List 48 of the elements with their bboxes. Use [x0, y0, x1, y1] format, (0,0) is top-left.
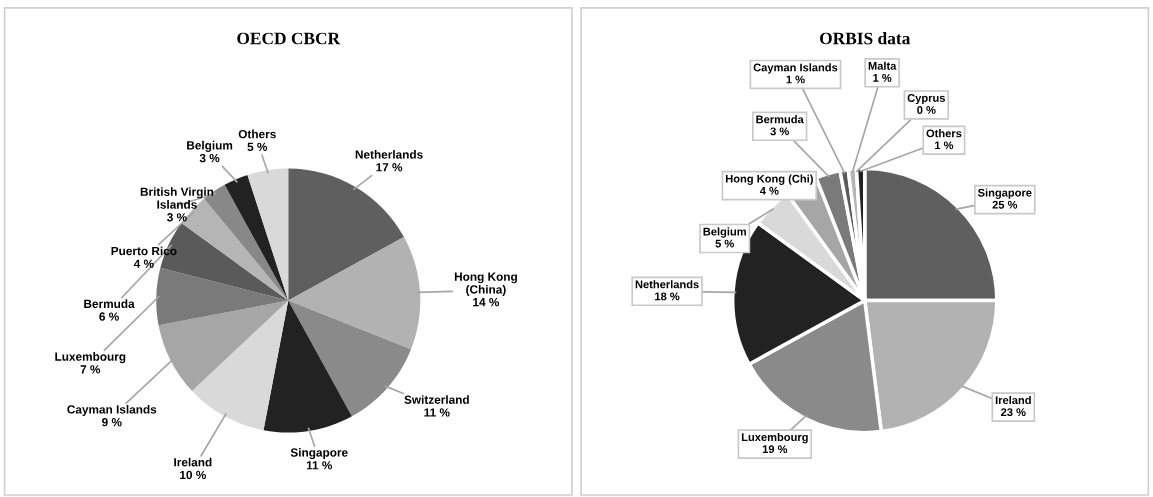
slice-label: Others: [926, 129, 962, 138]
slice-label: Cayman Islands: [753, 63, 838, 74]
data-label: 19 %: [762, 445, 788, 454]
data-label: 3 %: [167, 213, 187, 222]
data-label: 11 %: [306, 461, 333, 470]
text: 0 %: [917, 106, 936, 114]
data-label: 23 %: [1001, 408, 1026, 417]
data-label: 5 %: [247, 142, 268, 151]
slice-label: Hong Kong (China): [454, 272, 517, 296]
data-label: 1 %: [873, 73, 892, 82]
slice-label: Bermuda: [84, 299, 135, 308]
slice-label: Ireland: [995, 395, 1031, 405]
data-label: 1 %: [786, 75, 805, 84]
slice-label: Switzerland: [404, 395, 469, 404]
data-label: 11 %: [424, 408, 450, 417]
category-label: Cyprus: [907, 94, 945, 105]
data-label: 6 %: [99, 312, 119, 321]
slice-label: Luxembourg: [55, 352, 126, 364]
data-label: 1 %: [935, 141, 954, 150]
slice-label: British Virgin Islands: [140, 187, 214, 209]
slice-label: Puerto Rico: [111, 246, 177, 256]
slice-label: Singapore: [290, 448, 348, 460]
slice-label: Bermuda: [756, 115, 804, 124]
chart-title: OECD CBCR: [237, 32, 341, 45]
data-label: 3 %: [770, 127, 789, 136]
data-label: 3 %: [199, 153, 220, 163]
slice-label: Ireland: [174, 457, 212, 467]
slice-label: Malta: [868, 61, 897, 70]
slice-label: Others: [238, 129, 276, 139]
slice-label: Netherlands: [355, 150, 423, 159]
data-label: 14 %: [473, 298, 500, 307]
slice-label: Belgium: [703, 227, 746, 238]
slice-label: Cayman Islands: [67, 404, 157, 416]
slice-label: Singapore: [977, 188, 1032, 199]
slice-label: Hong Kong (Chi): [725, 174, 813, 185]
data-label: 5 %: [715, 239, 734, 248]
slice-label: Belgium: [187, 140, 233, 152]
data-label: 18 %: [655, 292, 680, 301]
data-label: 9 %: [102, 417, 122, 427]
slice-label: Luxembourg: [741, 432, 808, 444]
chart-title: ORBIS data: [820, 32, 911, 45]
slice-label: Netherlands: [635, 280, 699, 289]
data-label: 17 %: [376, 163, 403, 172]
data-label: 25 %: [992, 200, 1018, 209]
data-label: 4 %: [759, 186, 779, 195]
data-label: 7 %: [80, 365, 101, 374]
data-label: 10 %: [180, 470, 206, 480]
data-label: 4 %: [133, 259, 154, 268]
